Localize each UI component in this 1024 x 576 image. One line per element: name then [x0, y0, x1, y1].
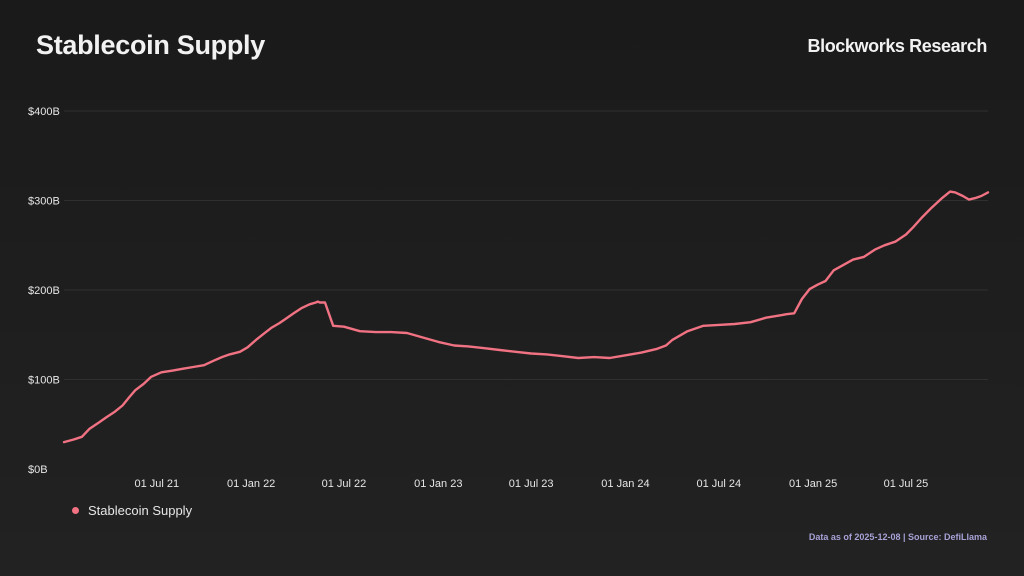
x-tick-label: 01 Jul 23	[509, 478, 554, 490]
y-axis-tick-labels: $0B $100B $200B $300B $400B	[28, 106, 60, 476]
x-tick-label: 01 Jul 21	[134, 478, 179, 490]
y-tick-label: $0B	[28, 464, 48, 476]
x-tick-label: 01 Jan 24	[601, 478, 649, 490]
grid-lines	[64, 110, 988, 380]
x-tick-label: 01 Jan 23	[414, 478, 462, 490]
series-layer	[62, 190, 990, 444]
x-tick-label: 01 Jan 22	[227, 478, 275, 490]
y-tick-label: $100B	[28, 375, 60, 387]
legend-marker-icon	[72, 507, 79, 514]
y-tick-label: $200B	[28, 285, 60, 297]
x-tick-label: 01 Jul 24	[696, 478, 741, 490]
x-tick-label: 01 Jul 25	[884, 478, 929, 490]
x-tick-label: 01 Jan 25	[789, 478, 837, 490]
x-tick-label: 01 Jul 22	[322, 478, 367, 490]
y-tick-label: $300B	[28, 196, 60, 208]
chart-title: Stablecoin Supply	[36, 30, 265, 60]
legend[interactable]: Stablecoin Supply	[72, 503, 192, 518]
x-axis-tick-labels: 01 Jul 21 01 Jan 22 01 Jul 22 01 Jan 23 01 J…	[134, 478, 928, 490]
series-line-stablecoin-supply[interactable]	[62, 190, 990, 444]
y-tick-label: $400B	[28, 106, 60, 118]
brand-logo-text: Blockworks Research	[807, 36, 988, 56]
legend-label: Stablecoin Supply	[88, 503, 193, 518]
source-note: Data as of 2025-12-08 | Source: DefiLlam…	[808, 532, 987, 542]
